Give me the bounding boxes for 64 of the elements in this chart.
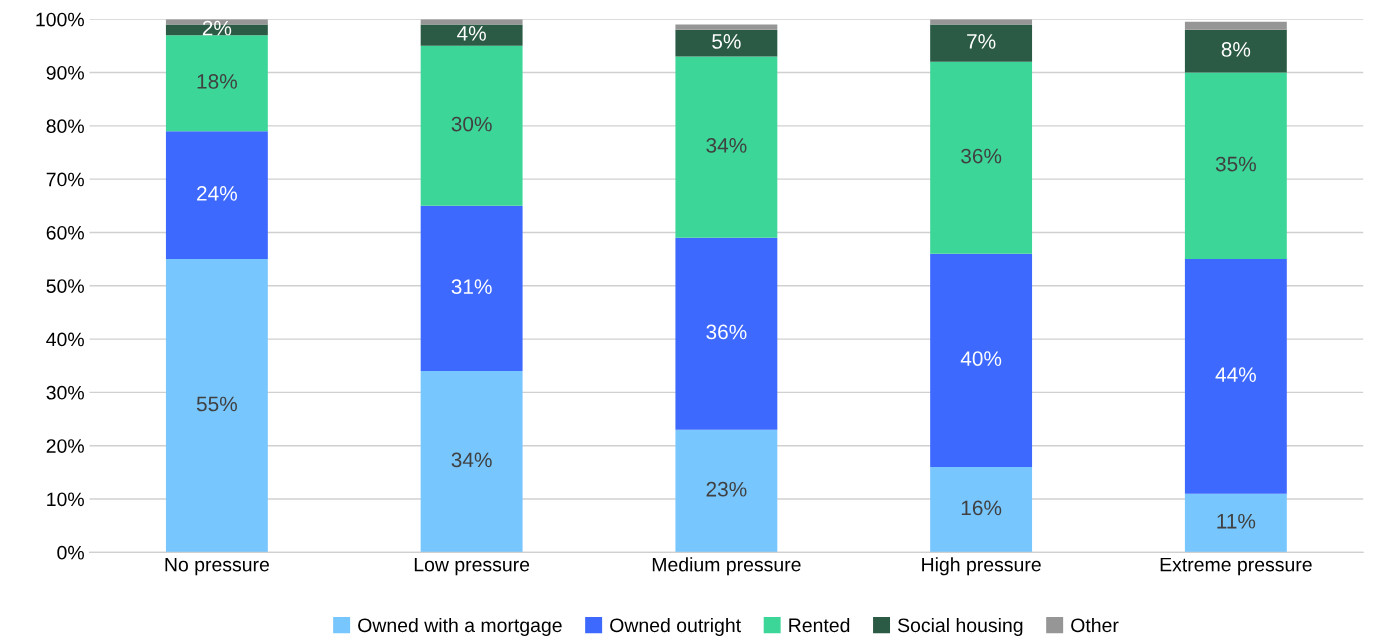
y-tick-label: 10% xyxy=(47,492,84,507)
y-tick-label: 60% xyxy=(46,225,84,240)
data-label: 34% xyxy=(706,137,747,153)
y-tick-label: 30% xyxy=(46,385,84,400)
bar xyxy=(675,237,778,430)
data-label: 31% xyxy=(451,279,492,295)
legend-label: Owned with a mortgage xyxy=(358,617,562,637)
bar xyxy=(930,253,1033,468)
data-label: 55% xyxy=(196,396,237,412)
bar xyxy=(165,35,268,132)
bar xyxy=(420,371,523,553)
x-tick-label: High pressure xyxy=(922,557,1041,576)
data-label: 44% xyxy=(1215,367,1256,382)
data-label: 18% xyxy=(197,74,237,89)
y-tick-label: 100% xyxy=(36,12,84,27)
bar xyxy=(1184,29,1287,73)
data-label: 2% xyxy=(202,20,232,36)
data-label: 36% xyxy=(961,148,1002,164)
x-tick-label: Low pressure xyxy=(414,557,530,576)
y-tick-label: 50% xyxy=(46,279,84,293)
data-label: 5% xyxy=(712,34,741,49)
bar xyxy=(930,61,1033,254)
data-label: 35% xyxy=(1215,156,1256,172)
data-label: 34% xyxy=(451,452,492,468)
bar xyxy=(675,29,778,57)
x-tick-label: No pressure xyxy=(165,557,269,576)
data-label: 24% xyxy=(197,185,237,201)
legend-label: Social housing xyxy=(897,617,1023,637)
y-tick-label: 40% xyxy=(46,332,84,347)
y-tick-label: 0% xyxy=(57,545,84,560)
bar xyxy=(930,24,1033,62)
bar xyxy=(1184,259,1287,494)
x-tick-label: Extreme pressure xyxy=(1160,557,1312,576)
bar xyxy=(420,19,523,25)
bar xyxy=(675,24,778,30)
bar xyxy=(1184,21,1287,30)
data-label: 23% xyxy=(706,481,747,497)
y-tick-label: 20% xyxy=(46,439,84,453)
data-label: 40% xyxy=(960,351,1002,366)
data-label: 36% xyxy=(706,324,747,340)
data-label: 4% xyxy=(457,26,486,41)
bar xyxy=(675,56,778,238)
data-label: 16% xyxy=(961,500,1002,516)
x-tick-label: Medium pressure xyxy=(652,557,801,576)
data-label: 7% xyxy=(967,34,996,49)
bar xyxy=(420,24,523,46)
bar xyxy=(165,259,268,553)
legend-label: Other xyxy=(1071,617,1119,633)
data-label: 11% xyxy=(1217,513,1256,529)
legend-label: Owned outright xyxy=(610,617,741,637)
bar xyxy=(420,45,523,206)
legend-label: Rented xyxy=(789,617,850,633)
bar xyxy=(1184,493,1287,553)
bar xyxy=(930,19,1033,25)
y-tick-label: 70% xyxy=(46,172,84,187)
bar xyxy=(1184,72,1287,260)
data-label: 8% xyxy=(1221,42,1251,57)
data-label: 30% xyxy=(451,116,492,132)
bar xyxy=(165,131,268,260)
bar xyxy=(420,205,523,372)
y-tick-label: 80% xyxy=(46,119,84,134)
bar xyxy=(930,467,1033,553)
bar xyxy=(675,429,778,553)
y-tick-label: 90% xyxy=(46,65,84,80)
